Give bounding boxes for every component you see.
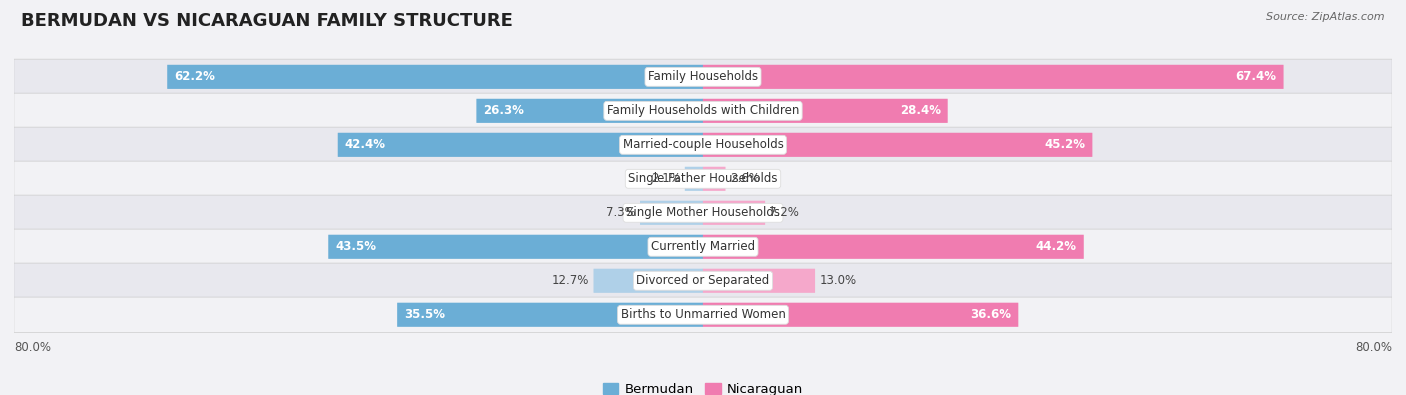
FancyBboxPatch shape: [14, 127, 1392, 162]
Text: 43.5%: 43.5%: [335, 240, 377, 253]
Text: 28.4%: 28.4%: [900, 104, 941, 117]
Text: 13.0%: 13.0%: [820, 274, 856, 287]
Text: Single Mother Households: Single Mother Households: [626, 206, 780, 219]
FancyBboxPatch shape: [14, 161, 1392, 196]
Text: 42.4%: 42.4%: [344, 138, 385, 151]
Text: Single Father Households: Single Father Households: [628, 172, 778, 185]
FancyBboxPatch shape: [337, 133, 703, 157]
Text: Currently Married: Currently Married: [651, 240, 755, 253]
Text: Married-couple Households: Married-couple Households: [623, 138, 783, 151]
FancyBboxPatch shape: [703, 235, 1084, 259]
Text: 7.2%: 7.2%: [769, 206, 799, 219]
Text: Family Households with Children: Family Households with Children: [607, 104, 799, 117]
Text: 12.7%: 12.7%: [553, 274, 589, 287]
Text: Family Households: Family Households: [648, 70, 758, 83]
FancyBboxPatch shape: [14, 59, 1392, 94]
FancyBboxPatch shape: [14, 229, 1392, 265]
Text: 80.0%: 80.0%: [14, 341, 51, 354]
Text: Source: ZipAtlas.com: Source: ZipAtlas.com: [1267, 12, 1385, 22]
FancyBboxPatch shape: [593, 269, 703, 293]
Text: 7.3%: 7.3%: [606, 206, 636, 219]
FancyBboxPatch shape: [703, 99, 948, 123]
FancyBboxPatch shape: [685, 167, 703, 191]
FancyBboxPatch shape: [703, 201, 765, 225]
Text: 26.3%: 26.3%: [484, 104, 524, 117]
Text: BERMUDAN VS NICARAGUAN FAMILY STRUCTURE: BERMUDAN VS NICARAGUAN FAMILY STRUCTURE: [21, 12, 513, 30]
Text: Divorced or Separated: Divorced or Separated: [637, 274, 769, 287]
FancyBboxPatch shape: [14, 297, 1392, 333]
Text: 35.5%: 35.5%: [404, 308, 446, 321]
FancyBboxPatch shape: [703, 303, 1018, 327]
Text: Births to Unmarried Women: Births to Unmarried Women: [620, 308, 786, 321]
FancyBboxPatch shape: [703, 133, 1092, 157]
Text: 80.0%: 80.0%: [1355, 341, 1392, 354]
Text: 2.6%: 2.6%: [730, 172, 759, 185]
FancyBboxPatch shape: [167, 65, 703, 89]
FancyBboxPatch shape: [14, 195, 1392, 230]
Text: 67.4%: 67.4%: [1236, 70, 1277, 83]
FancyBboxPatch shape: [396, 303, 703, 327]
Text: 45.2%: 45.2%: [1045, 138, 1085, 151]
FancyBboxPatch shape: [703, 167, 725, 191]
Text: 2.1%: 2.1%: [651, 172, 681, 185]
Text: 62.2%: 62.2%: [174, 70, 215, 83]
FancyBboxPatch shape: [14, 263, 1392, 299]
FancyBboxPatch shape: [640, 201, 703, 225]
Text: 44.2%: 44.2%: [1036, 240, 1077, 253]
FancyBboxPatch shape: [703, 65, 1284, 89]
FancyBboxPatch shape: [14, 93, 1392, 128]
FancyBboxPatch shape: [477, 99, 703, 123]
FancyBboxPatch shape: [328, 235, 703, 259]
FancyBboxPatch shape: [703, 269, 815, 293]
Legend: Bermudan, Nicaraguan: Bermudan, Nicaraguan: [598, 378, 808, 395]
Text: 36.6%: 36.6%: [970, 308, 1011, 321]
